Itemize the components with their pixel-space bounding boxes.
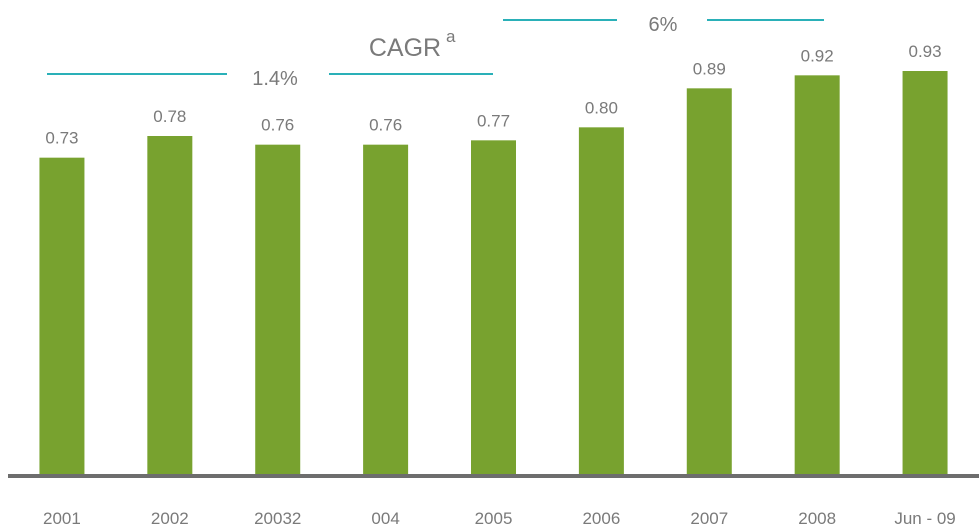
x-tick-label: 20032 [254, 509, 301, 527]
value-label: 0.92 [801, 46, 834, 65]
cagr-right: 6% [649, 14, 678, 36]
bar [794, 75, 840, 474]
value-label: 0.76 [369, 116, 402, 135]
x-tick-label: 2008 [798, 509, 836, 527]
value-label: 0.80 [585, 98, 618, 117]
bar [578, 127, 624, 474]
cagr-left: 1.4% [252, 68, 298, 90]
value-label: 0.77 [477, 111, 510, 130]
bar [686, 88, 732, 474]
bar [902, 71, 948, 474]
value-label: 0.93 [909, 42, 942, 61]
x-tick-label: 004 [371, 509, 399, 527]
cagr-superscript: a [446, 27, 456, 46]
value-label: 0.76 [261, 116, 294, 135]
x-tick-label: 2006 [582, 509, 620, 527]
bar [255, 144, 301, 474]
value-label: 0.73 [45, 129, 78, 148]
x-tick-label: Jun - 09 [894, 509, 955, 527]
x-tick-label: 2005 [475, 509, 513, 527]
bar [39, 157, 85, 474]
value-label: 0.78 [153, 107, 186, 126]
cagr-title: CAGR [369, 34, 441, 62]
bar [363, 144, 409, 474]
bar [471, 140, 516, 475]
x-tick-label: 2007 [690, 509, 728, 527]
value-label: 0.89 [693, 59, 726, 78]
x-tick-label: 2002 [151, 509, 189, 527]
x-tick-label: 2001 [43, 509, 81, 527]
bar [147, 136, 193, 474]
